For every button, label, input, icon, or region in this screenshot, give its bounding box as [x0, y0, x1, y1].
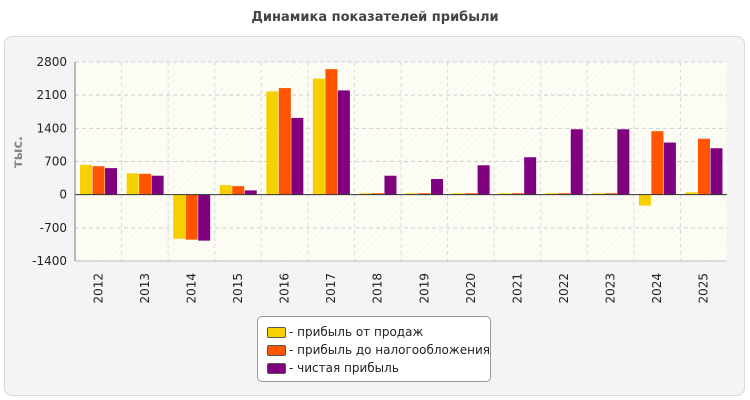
legend-item-sales-profit: - прибыль от продаж — [267, 323, 490, 341]
bar — [126, 173, 139, 195]
bar — [697, 138, 710, 195]
bar — [452, 193, 465, 195]
bar — [198, 194, 211, 241]
bar — [359, 193, 372, 195]
x-tick-label: 2022 — [557, 273, 571, 304]
bar — [418, 193, 431, 195]
y-tick-label: 0 — [59, 188, 67, 202]
x-tick-label: 2015 — [231, 273, 245, 304]
bar — [325, 69, 338, 195]
bar — [477, 165, 490, 195]
legend-swatch-pretax-profit — [267, 344, 286, 356]
bar — [219, 185, 232, 195]
legend-swatch-sales-profit — [267, 326, 286, 338]
legend-swatch-net-profit — [267, 362, 286, 374]
x-tick-label: 2017 — [324, 273, 338, 304]
bar — [604, 193, 617, 195]
bar — [278, 88, 291, 195]
bar — [244, 190, 257, 195]
bar — [511, 193, 524, 195]
x-tick-label: 2024 — [650, 273, 664, 304]
bar — [80, 164, 93, 195]
x-tick-label: 2018 — [371, 273, 385, 304]
bar — [431, 179, 444, 195]
legend-label-net-profit: - чистая прибыль — [289, 361, 399, 375]
bar — [663, 142, 676, 195]
bar — [592, 193, 605, 195]
bar — [638, 194, 651, 206]
y-tick-label: -700 — [40, 221, 67, 235]
bar — [499, 193, 512, 195]
bar — [384, 175, 397, 195]
bar — [232, 186, 245, 195]
bar — [545, 193, 558, 195]
y-tick-label: 1400 — [36, 121, 67, 135]
x-tick-label: 2012 — [91, 273, 105, 304]
legend-item-pretax-profit: - прибыль до налогообложения — [267, 341, 490, 359]
bar — [291, 117, 304, 195]
x-tick-label: 2023 — [604, 273, 618, 304]
y-axis-title: тыс. — [11, 136, 26, 168]
bar — [151, 175, 164, 195]
legend-label-pretax-profit: - прибыль до налогообложения — [289, 343, 490, 357]
chart-legend: - прибыль от продаж - прибыль до налогоо… — [257, 316, 491, 382]
y-tick-label: 700 — [44, 155, 67, 169]
x-tick-label: 2014 — [184, 273, 198, 304]
legend-item-net-profit: - чистая прибыль — [267, 359, 490, 377]
bar — [465, 193, 478, 195]
bar — [406, 193, 419, 195]
y-tick-label: 2800 — [36, 55, 67, 69]
y-tick-label: 2100 — [36, 88, 67, 102]
bar — [524, 157, 537, 195]
x-tick-label: 2021 — [510, 273, 524, 304]
chart-title: Динамика показателей прибыли — [251, 10, 499, 25]
bar — [710, 148, 723, 195]
bar — [337, 90, 350, 195]
bar — [185, 194, 198, 240]
bar — [558, 193, 571, 195]
x-tick-label: 2019 — [417, 273, 431, 304]
bar — [173, 194, 186, 239]
bar — [139, 173, 152, 195]
bar — [105, 168, 118, 195]
x-tick-label: 2016 — [278, 273, 292, 304]
bar — [685, 192, 698, 195]
x-tick-label: 2025 — [697, 273, 711, 304]
bar — [312, 78, 325, 195]
x-tick-label: 2013 — [138, 273, 152, 304]
bar — [651, 131, 664, 195]
bar — [617, 129, 630, 195]
bar — [371, 193, 384, 195]
y-tick-label: -1400 — [32, 254, 67, 268]
legend-label-sales-profit: - прибыль от продаж — [289, 325, 424, 339]
x-tick-label: 2020 — [464, 273, 478, 304]
bar — [92, 166, 105, 195]
bar — [570, 129, 583, 195]
bar — [266, 91, 279, 195]
